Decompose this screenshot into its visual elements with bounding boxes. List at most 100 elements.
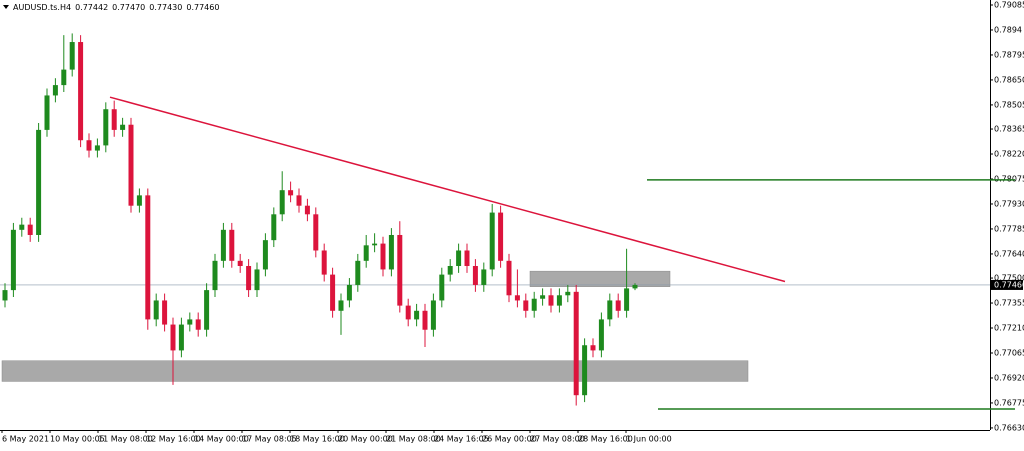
- candle-body: [481, 269, 487, 285]
- y-tick-label: 0.77065: [994, 348, 1024, 357]
- candle-body: [187, 319, 193, 325]
- candle-body: [271, 214, 277, 241]
- chart-header: AUDUSD.ts.H4 0.77442 0.77470 0.77430 0.77460: [13, 3, 219, 12]
- menu-arrow[interactable]: [3, 5, 9, 9]
- candle-body: [380, 243, 386, 270]
- candle-body: [372, 243, 378, 246]
- candle-body: [212, 260, 218, 291]
- x-tick-label: 10 May 00:05: [50, 435, 105, 444]
- symbol: AUDUSD.ts.H4: [13, 3, 71, 12]
- candle-body: [178, 324, 184, 351]
- candle-body: [607, 300, 613, 320]
- candle-body: [44, 95, 50, 130]
- candle-body: [355, 260, 361, 285]
- y-tick-label: 0.76775: [994, 398, 1024, 407]
- candle-body: [61, 69, 67, 86]
- candle-body: [565, 291, 571, 296]
- y-tick-label: 0.78075: [994, 174, 1024, 183]
- candle-body: [472, 265, 478, 285]
- candle-body: [86, 140, 92, 151]
- candle-body: [582, 345, 588, 396]
- x-tick-label: 21 May 08:00: [386, 435, 441, 444]
- candle-body: [111, 109, 117, 130]
- candle-body: [313, 214, 319, 251]
- x-tick-label: 17 May 08:05: [242, 435, 297, 444]
- candle-body: [204, 290, 210, 330]
- candle-body: [69, 42, 75, 70]
- y-tick-label: 0.78220: [994, 150, 1024, 159]
- candle-body: [229, 229, 235, 261]
- candle-body: [498, 212, 504, 261]
- candle-body: [338, 300, 344, 311]
- candle-body: [170, 324, 176, 351]
- zone: [1, 360, 749, 382]
- x-tick-label: 11 May 08:00: [98, 435, 153, 444]
- candle-body: [52, 85, 58, 96]
- y-tick-label: 0.78795: [994, 50, 1024, 59]
- y-tick-label: 0.7894: [994, 25, 1022, 34]
- candle-body: [128, 124, 134, 206]
- candle-body: [94, 145, 100, 151]
- candle-body: [397, 234, 403, 306]
- candle-body: [288, 190, 294, 196]
- candle-body: [237, 260, 243, 266]
- y-tick-label: 0.79085: [994, 0, 1024, 9]
- x-tick-label: 14 May 00:00: [194, 435, 249, 444]
- y-tick-label: 0.78505: [994, 100, 1024, 109]
- x-tick-label: 20 May 00:00: [338, 435, 393, 444]
- x-tick-label: 12 May 16:00: [146, 435, 201, 444]
- candle-body: [590, 345, 596, 351]
- candle-body: [120, 124, 126, 130]
- candle-body: [162, 300, 168, 325]
- candle-body: [145, 195, 151, 320]
- candle-body: [615, 300, 621, 311]
- candle-body: [531, 298, 537, 311]
- x-tick-label: 28 May 16:00: [578, 435, 633, 444]
- candle-body: [523, 300, 529, 311]
- y-tick-label: 0.77210: [994, 324, 1024, 333]
- y-tick-label: 0.77640: [994, 249, 1024, 258]
- candle-body: [195, 319, 201, 330]
- candle-body: [136, 195, 142, 206]
- candle-body: [36, 129, 42, 235]
- candle-body: [296, 195, 302, 206]
- candle-body: [363, 245, 369, 261]
- candle-body: [279, 190, 285, 215]
- y-tick-label: 0.77785: [994, 224, 1024, 233]
- candle-body: [548, 295, 554, 306]
- y-tick-label: 0.78365: [994, 125, 1024, 134]
- y-tick-label: 0.77930: [994, 199, 1024, 208]
- candle-body: [220, 229, 226, 261]
- y-tick-label: 0.78650: [994, 75, 1024, 84]
- zone: [529, 270, 671, 287]
- candle-body: [573, 291, 579, 396]
- candle-body: [422, 310, 428, 330]
- candle-body: [506, 260, 512, 296]
- candle-body: [262, 240, 268, 270]
- candle-body: [540, 295, 546, 299]
- candle-body: [632, 284, 638, 289]
- y-tick-label: 0.76630: [994, 423, 1024, 432]
- candle-body: [430, 300, 436, 330]
- x-tick-label: 24 May 16:05: [434, 435, 489, 444]
- header-value: 0.77470: [112, 3, 145, 12]
- candle-body: [447, 265, 453, 275]
- header-value: 0.77460: [186, 3, 219, 12]
- x-tick-label: 1 Jun 00:00: [626, 435, 672, 444]
- header-value: 0.77442: [75, 3, 108, 12]
- trendline: [109, 96, 786, 283]
- x-tick-label: 26 May 00:00: [482, 435, 537, 444]
- price-box: [991, 279, 1023, 290]
- candle-body: [405, 305, 411, 320]
- candle-body: [439, 274, 445, 301]
- candle-body: [27, 224, 33, 235]
- candle-body: [103, 109, 109, 146]
- candle-body: [2, 290, 8, 301]
- header-value: 0.77430: [149, 3, 182, 12]
- x-tick-label: 27 May 08:00: [530, 435, 585, 444]
- candle-body: [10, 229, 16, 291]
- candle-body: [556, 295, 562, 306]
- candle-body: [624, 288, 630, 311]
- candle-body: [78, 42, 84, 141]
